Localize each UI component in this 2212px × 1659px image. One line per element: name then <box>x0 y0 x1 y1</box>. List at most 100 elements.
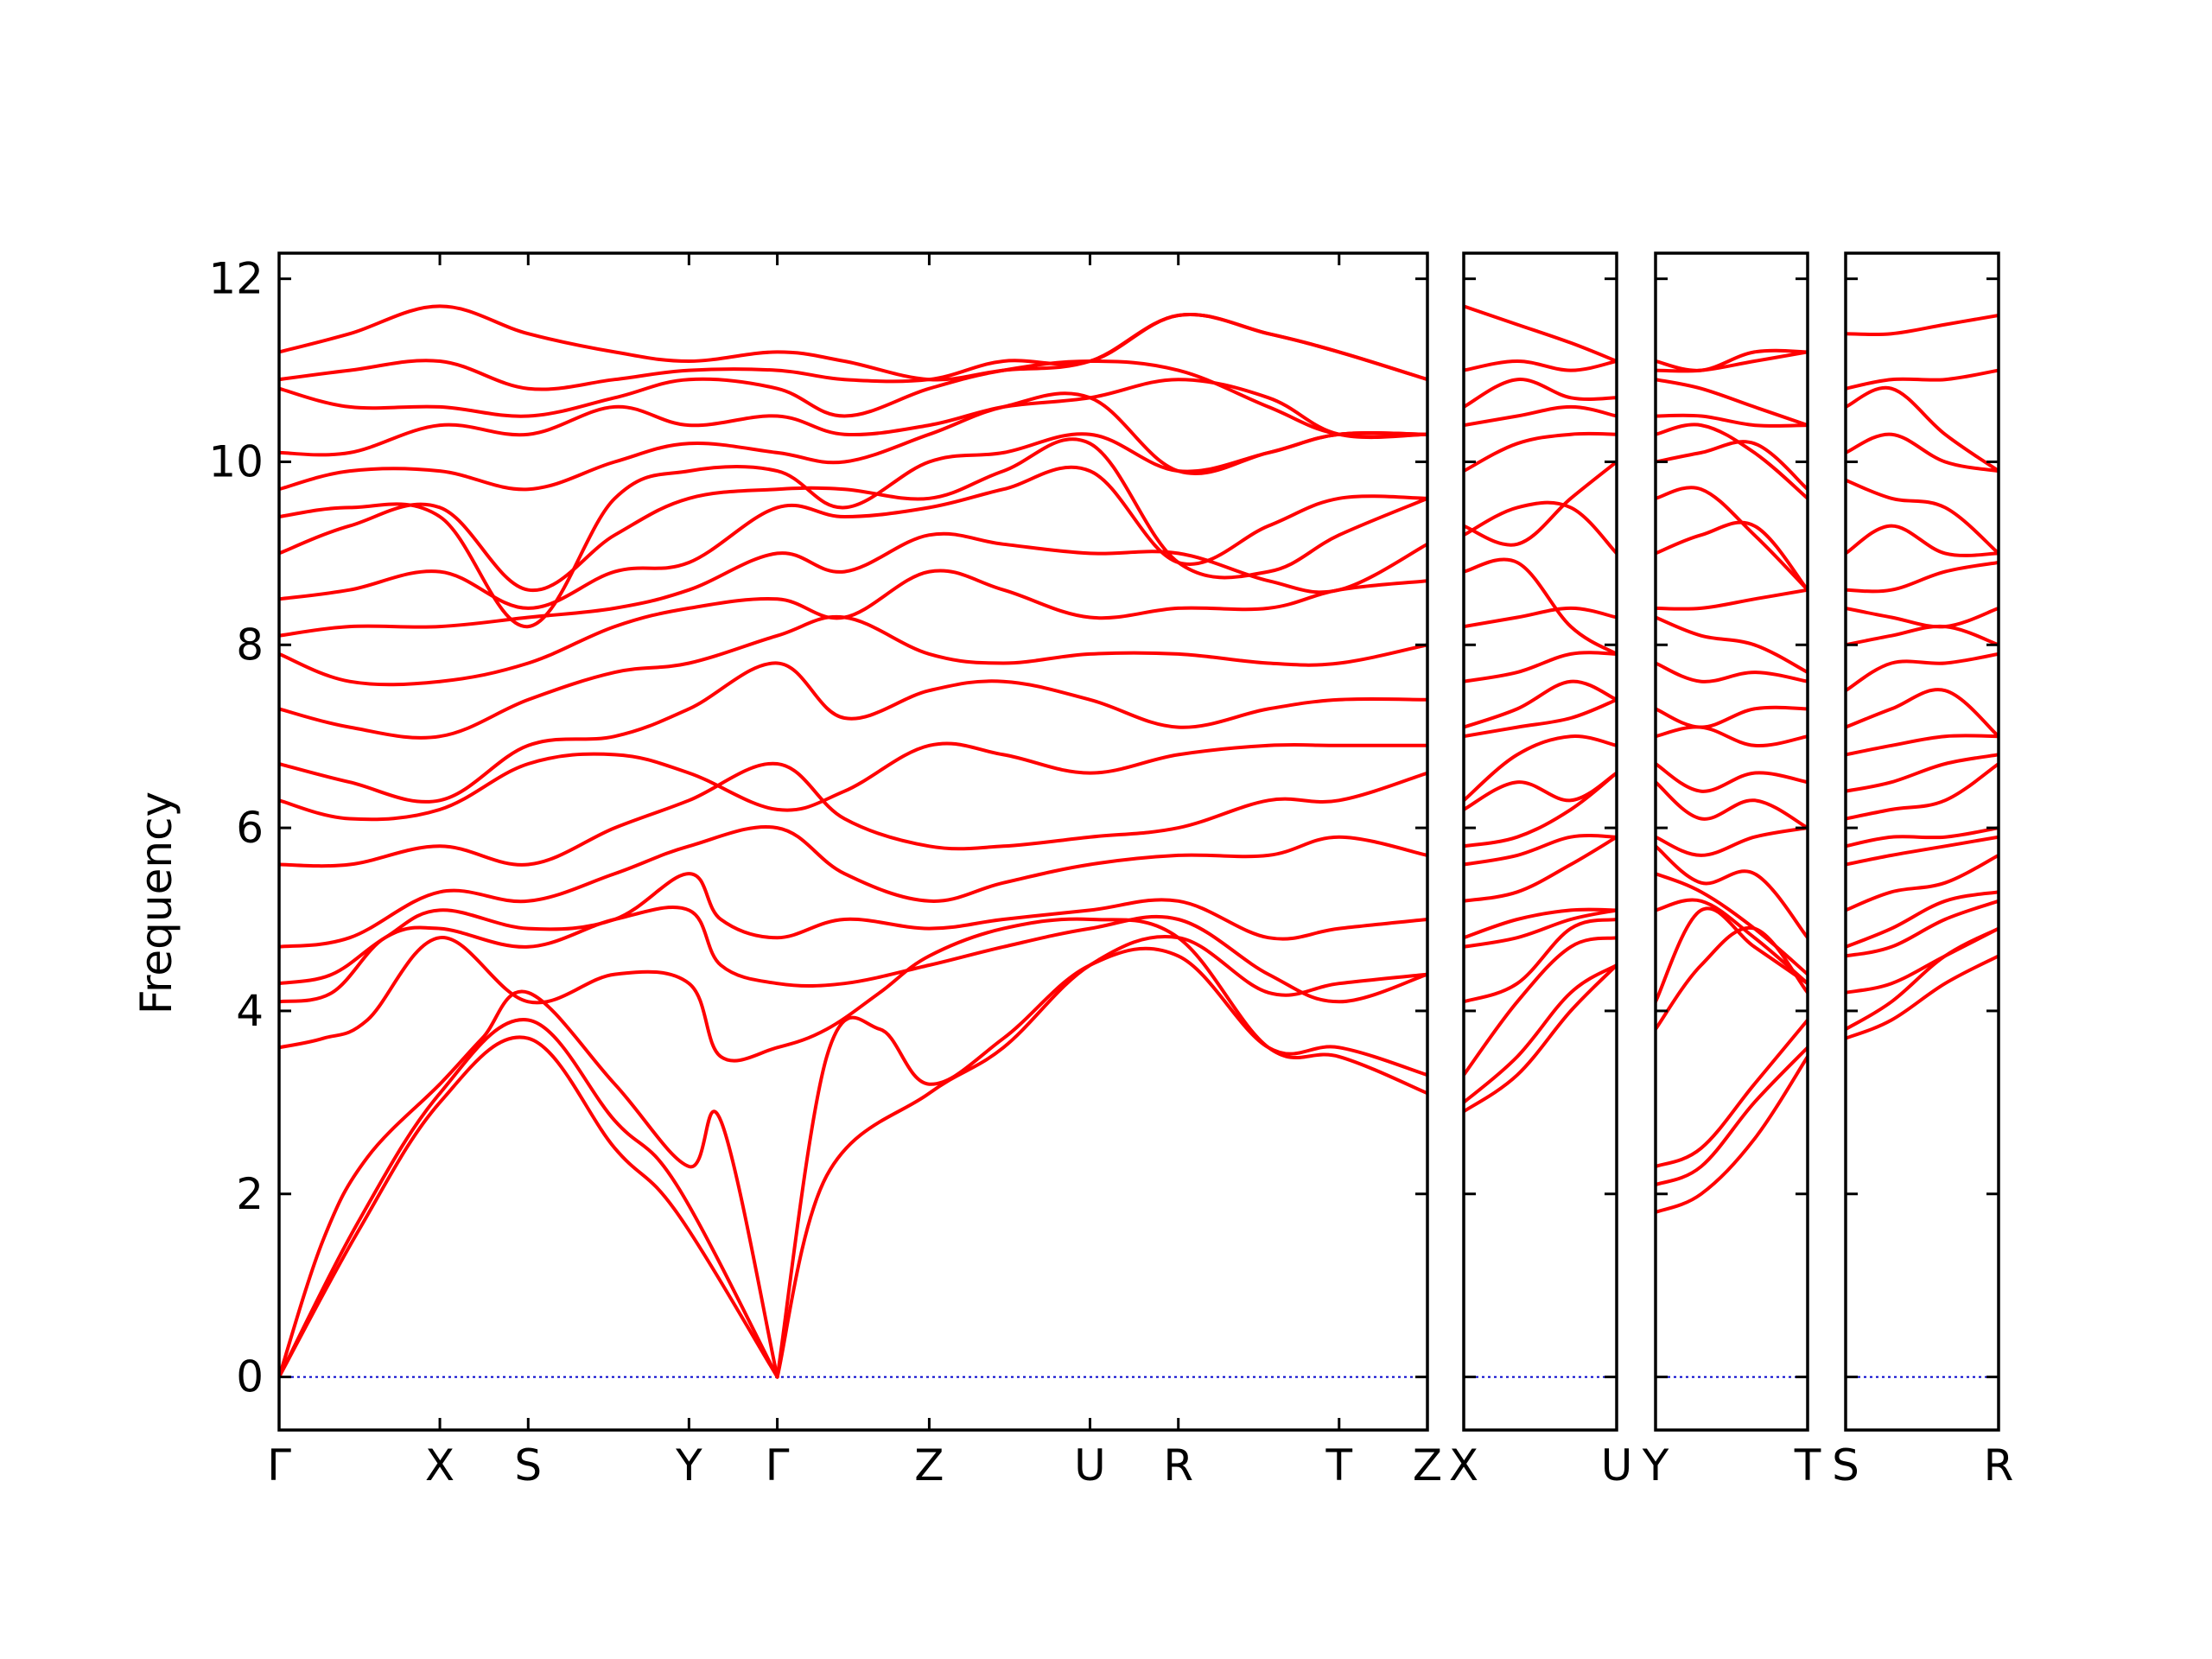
panel-main-bands <box>279 304 1427 1379</box>
x-tick-label: X <box>425 1440 454 1491</box>
panel-main: Γ X S Y Γ Z U R T Z 0 2 4 6 8 10 12 <box>208 251 1442 1491</box>
band-line-18 <box>279 431 1427 629</box>
band-line-22 <box>1846 314 1999 337</box>
band-line-20 <box>1656 423 1808 500</box>
band-line-19 <box>279 391 1427 492</box>
band-line-7 <box>1464 835 1617 903</box>
band-line-3 <box>1846 926 1999 995</box>
band-line-20 <box>1464 404 1617 428</box>
band-line-14 <box>1464 651 1617 683</box>
band-line-10 <box>279 761 1427 868</box>
band-line-10 <box>1846 753 1999 793</box>
band-line-1 <box>1846 954 1999 1040</box>
band-line-15 <box>1846 606 1999 629</box>
panel-yt-bands <box>1656 348 1808 1214</box>
band-line-6 <box>1464 907 1617 940</box>
band-line-19 <box>1846 432 1999 474</box>
x-tick-label: U <box>1601 1440 1633 1491</box>
band-line-18 <box>1846 478 1999 556</box>
band-line-19 <box>1464 431 1617 474</box>
x-tick-label: T <box>1325 1440 1352 1491</box>
y-tick-label: 12 <box>208 254 264 304</box>
band-line-11 <box>1464 734 1617 803</box>
band-line-6 <box>1846 853 1999 912</box>
band-line-21 <box>1846 368 1999 391</box>
band-line-20 <box>1846 385 1999 474</box>
panel-yt-frame <box>1654 251 1809 1432</box>
x-tick-label: R <box>1163 1440 1193 1491</box>
band-line-5 <box>1464 908 1617 949</box>
band-line-17 <box>279 437 1427 593</box>
band-line-23 <box>1464 304 1617 363</box>
band-line-9 <box>1656 826 1808 857</box>
band-line-21 <box>1464 378 1617 409</box>
band-line-16 <box>1464 557 1617 656</box>
x-tick-label: S <box>514 1440 542 1491</box>
panel-xu-bands <box>1464 304 1617 1114</box>
band-line-22 <box>1656 378 1808 428</box>
band-line-14 <box>279 569 1427 687</box>
x-tick-label: Γ <box>766 1440 790 1491</box>
band-line-8 <box>1846 826 1999 849</box>
band-line-12 <box>1846 688 1999 739</box>
band-line-3 <box>1464 936 1617 1077</box>
band-line-17 <box>1656 520 1808 592</box>
band-line-6 <box>1656 898 1808 986</box>
band-line-19 <box>1656 440 1808 492</box>
band-line-24 <box>1656 348 1808 372</box>
y-tick-label: 2 <box>236 1169 264 1219</box>
band-line-7 <box>1656 872 1808 976</box>
band-line-12 <box>279 661 1427 804</box>
x-tick-label: Y <box>675 1440 702 1491</box>
band-line-13 <box>1464 679 1617 729</box>
band-line-23 <box>279 304 1427 382</box>
band-line-17 <box>1846 524 1999 557</box>
band-line-14 <box>1656 661 1808 683</box>
x-tick-label: S <box>1832 1440 1859 1491</box>
y-tick-label: 8 <box>236 620 264 670</box>
band-line-16 <box>1846 561 1999 594</box>
band-line-2 <box>1464 963 1617 1104</box>
band-line-10 <box>1464 771 1617 811</box>
band-line-18 <box>1464 460 1617 547</box>
x-tick-label: X <box>1449 1440 1478 1491</box>
band-line-7 <box>279 906 1427 1004</box>
band-line-5 <box>1656 906 1808 1004</box>
band-line-20 <box>279 378 1427 457</box>
x-tick-label: U <box>1074 1440 1106 1491</box>
band-line-15 <box>279 531 1427 638</box>
band-line-9 <box>1846 762 1999 821</box>
band-line-1 <box>279 1035 779 1379</box>
x-tick-label: Z <box>1413 1440 1442 1491</box>
band-line-4 <box>1846 899 1999 958</box>
band-line-3 <box>1656 1018 1808 1168</box>
x-tick-label: Z <box>914 1440 944 1491</box>
band-line-23 <box>1656 350 1808 373</box>
y-axis-label: Frequency <box>131 791 181 1014</box>
x-tick-label: Y <box>1642 1440 1669 1491</box>
band-line-4 <box>1464 918 1617 1004</box>
y-tick-label: 10 <box>208 436 264 486</box>
band-line-2 <box>1656 1046 1808 1187</box>
band-line-4 <box>279 917 1427 1096</box>
band-line-7 <box>1846 835 1999 867</box>
panel-sr-bands <box>1846 314 1999 1040</box>
y-tick-label: 4 <box>236 986 264 1036</box>
band-line-6 <box>775 935 1427 1379</box>
band-line-9 <box>279 825 1427 949</box>
band-line-21 <box>1656 413 1808 428</box>
band-line-3 <box>279 989 779 1379</box>
band-line-14 <box>1846 624 1999 647</box>
band-line-12 <box>1464 697 1617 739</box>
band-line-1 <box>1464 963 1617 1114</box>
panel-sr-frame <box>1844 251 2000 1432</box>
x-tick-label: R <box>1984 1440 2014 1491</box>
band-line-8 <box>1656 844 1808 940</box>
band-line-13 <box>1656 705 1808 729</box>
band-line-11 <box>279 741 1427 822</box>
band-line-22 <box>1464 359 1617 372</box>
